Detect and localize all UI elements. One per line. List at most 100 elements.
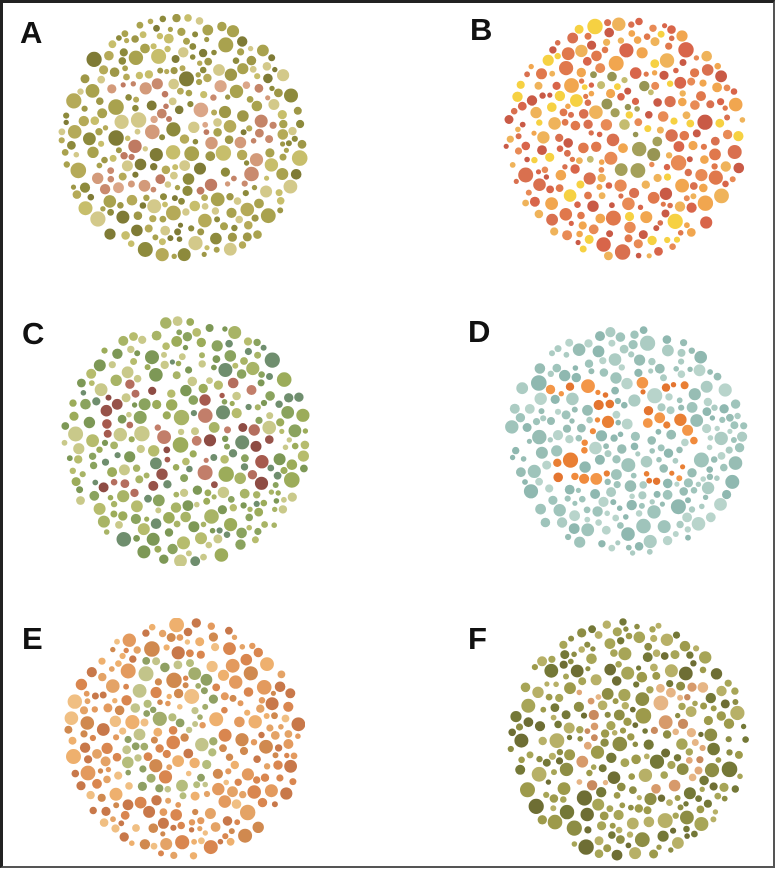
plate-dot <box>646 686 654 694</box>
plate-dot <box>624 221 636 234</box>
plate-dot <box>670 155 687 171</box>
plate-dot <box>536 119 543 126</box>
plate-dot <box>121 160 133 172</box>
plate-dot <box>188 819 196 826</box>
plate-dot <box>604 638 616 649</box>
plate-dot <box>67 694 82 709</box>
plate-dot <box>603 38 611 46</box>
plate-dot <box>143 752 153 761</box>
plate-dot <box>676 520 684 529</box>
plate-dot <box>214 80 227 93</box>
plate-dot <box>291 135 298 142</box>
plate-dot <box>666 687 676 698</box>
plate-dot <box>690 414 704 427</box>
plate-dot <box>126 421 134 429</box>
plate-dot <box>684 168 692 177</box>
plate-dot <box>88 452 97 460</box>
plate-dot <box>118 335 129 346</box>
plate-dot <box>154 424 161 431</box>
plate-dot <box>113 182 124 194</box>
plate-dot <box>142 657 151 665</box>
plate-dot <box>697 195 714 211</box>
plate-dot <box>565 103 571 110</box>
plate-dot <box>516 80 525 89</box>
plate-dot <box>218 466 234 482</box>
plate-dot <box>150 686 162 699</box>
plate-dot <box>717 452 726 460</box>
plate-dot <box>245 403 252 411</box>
plate-dot <box>101 439 109 446</box>
plate-dot <box>269 85 275 92</box>
plate-dot <box>220 455 229 464</box>
plate-dot <box>219 392 225 399</box>
plate-dot <box>628 804 634 811</box>
plate-dot <box>619 727 627 734</box>
plate-dot <box>657 830 669 842</box>
plate-dot <box>213 118 222 127</box>
plate-dot <box>717 98 725 106</box>
plate-dot <box>289 778 297 786</box>
plate-dot <box>208 694 218 704</box>
plate-dot <box>598 167 605 173</box>
plate-dot <box>276 168 289 180</box>
plate-dot <box>649 161 655 168</box>
plate-dot <box>559 804 575 820</box>
plate-dot <box>584 339 593 348</box>
plate-dot <box>683 195 690 202</box>
plate-dot <box>77 88 84 95</box>
plate-dot <box>71 769 80 778</box>
plate-dot <box>89 461 98 470</box>
plate-dot <box>691 830 698 838</box>
plate-dot <box>613 709 625 721</box>
plate-dot <box>575 239 581 246</box>
plate-dot <box>562 164 568 170</box>
plate-dot <box>64 725 73 734</box>
plate-dot <box>163 446 171 454</box>
plate-dot <box>697 682 709 693</box>
plate-dot <box>121 393 131 403</box>
plate-dot <box>265 148 275 158</box>
plate-label-d: D <box>468 314 491 349</box>
plate-dot <box>149 759 163 773</box>
plate-dot <box>253 338 261 347</box>
plate-dot <box>139 765 147 773</box>
plate-dot <box>105 394 112 401</box>
plate-dot <box>123 683 129 690</box>
plate-dot <box>225 94 231 100</box>
plate-dot <box>130 703 141 713</box>
plate-dot <box>509 162 516 168</box>
plate-dot <box>204 489 212 497</box>
plate-dot <box>155 784 164 793</box>
plate-dot <box>524 404 535 414</box>
plate-dot <box>731 687 739 695</box>
plate-dot <box>254 351 262 359</box>
plate-dot <box>663 448 674 458</box>
plate-dot <box>672 531 679 537</box>
plate-dot <box>271 801 278 808</box>
plate-dot <box>629 550 636 556</box>
plate-dot <box>570 120 581 131</box>
plate-dot <box>705 512 716 523</box>
plate-dot <box>217 669 230 681</box>
plate-dot <box>724 114 731 121</box>
plate-dot <box>160 662 170 673</box>
plate-dot <box>673 236 681 243</box>
plate-dot <box>649 448 655 454</box>
plate-dot <box>639 326 648 334</box>
plate-dot <box>267 464 275 472</box>
plate-dot <box>695 481 702 487</box>
plate-dot <box>236 369 247 379</box>
plate-dot <box>131 224 143 237</box>
plate-dot <box>638 502 645 509</box>
plate-dot <box>276 774 284 782</box>
plate-dot <box>110 816 116 823</box>
plate-dot <box>115 147 122 154</box>
plate-dot <box>734 412 741 420</box>
plate-dot <box>585 666 591 672</box>
plate-dot <box>622 197 635 211</box>
plate-dot <box>571 841 578 847</box>
plate-dot <box>253 500 260 507</box>
plate-dot <box>676 763 689 775</box>
plate-dot <box>129 332 138 341</box>
plate-dot <box>147 199 162 214</box>
